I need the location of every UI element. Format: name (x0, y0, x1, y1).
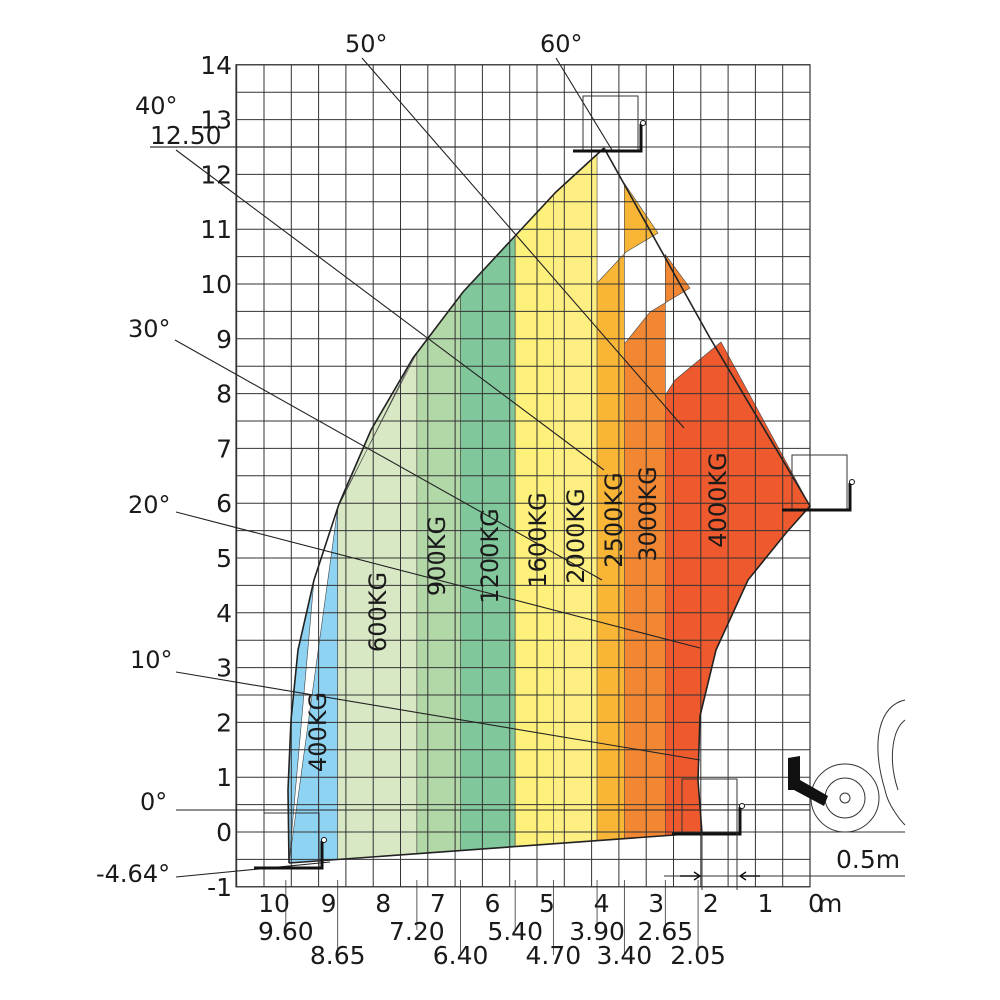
y-tick-label: 4 (216, 599, 232, 628)
y-tick-label: 10 (200, 270, 232, 299)
y-tick-label: 14 (200, 51, 232, 80)
y-tick-label: 5 (216, 544, 232, 573)
x-tick-label: 8 (375, 889, 391, 918)
boom-angle-label: 20° (128, 491, 171, 519)
y-tick-label: 11 (200, 215, 232, 244)
zone-label-2500kg: 2500KG (600, 472, 628, 567)
outline-left-arc (287, 147, 605, 864)
y-tick-label: 3 (216, 654, 232, 683)
y-tick-label: 2 (216, 708, 232, 737)
fork-icon-right (782, 454, 855, 512)
fork-icon-bottom-left (254, 812, 327, 870)
scale-arrow-right-icon (738, 871, 760, 881)
reach-label-row2: 2.05 (670, 941, 726, 970)
y-tick-label: 8 (216, 380, 232, 409)
reach-label-row2: 4.70 (526, 941, 582, 970)
x-tick-label: 3 (648, 889, 664, 918)
y-tick-label: 7 (216, 434, 232, 463)
envelope-outline (150, 146, 811, 864)
outline-right-arc (603, 147, 811, 834)
reach-label-row2: 3.40 (597, 941, 653, 970)
y-tick-label: 9 (216, 325, 232, 354)
x-tick-label: 2 (703, 889, 719, 918)
y-tick-label: 6 (216, 489, 232, 518)
chassis-outline (877, 699, 906, 826)
scale-label: 0.5m (836, 845, 900, 874)
x-tick-label: 6 (484, 889, 500, 918)
boom-angle-label: 10° (130, 646, 173, 674)
reach-label-row1: 3.90 (569, 917, 625, 946)
x-unit-label: m (818, 889, 842, 918)
x-tick-label: 1 (757, 889, 773, 918)
reach-label-row1: 2.65 (637, 917, 693, 946)
y-tick-label: 0 (216, 818, 232, 847)
max-height-label: 12.50 (150, 121, 222, 150)
outline-bottom (288, 832, 703, 864)
fork-arm (573, 124, 643, 153)
zone-label-400kg: 400KG (304, 692, 332, 772)
y-tick-label: 13 (200, 106, 232, 135)
x-tick-label: 4 (594, 889, 610, 918)
grid (235, 64, 811, 888)
boom-angle-label: 40° (135, 92, 178, 120)
machine-drawing (254, 95, 906, 890)
reach-label-row1: 9.60 (258, 917, 314, 946)
zone-label-3000kg: 3000KG (634, 466, 662, 561)
boom-angle-label: 60° (540, 30, 583, 58)
boom-angle-line (175, 511, 701, 649)
boom-angle-label: 30° (128, 315, 171, 343)
fork-pivot (640, 120, 646, 126)
wheel-hub (824, 777, 866, 819)
fork-icon-bottom-right (672, 778, 745, 836)
boom-angle-label: 0° (140, 788, 167, 816)
reach-label-row2: 6.40 (433, 941, 489, 970)
boom-angle-lines (174, 57, 810, 878)
x-tick-label: 9 (321, 889, 337, 918)
fork-pivot (739, 803, 745, 809)
boom-base-icon (788, 756, 828, 806)
boom-angle-line (175, 861, 331, 878)
y-tick-label: -1 (207, 873, 232, 902)
boom-angle-line (555, 57, 613, 151)
chassis-inner (891, 719, 906, 791)
grid-frame (235, 64, 811, 888)
load-zone-labels: 400KG 600KG 900KG 1200KG 1600KG 2000KG 2500KG 3… (304, 452, 732, 772)
zone-label-1200kg: 1200KG (476, 508, 504, 603)
boom-angle-line (174, 339, 603, 581)
x-tick-label: 7 (430, 889, 446, 918)
boom-angle-line (175, 149, 605, 471)
y-tick-label: 12 (200, 160, 232, 189)
boom-angle-label: -4.64° (96, 860, 170, 888)
fork-pivot (849, 479, 855, 485)
fork-pivot (321, 837, 327, 843)
scale-arrow-left-icon (680, 871, 702, 881)
wheel-axle (839, 792, 851, 804)
boom-angle-line (175, 671, 701, 761)
reach-label-row1: 7.20 (389, 917, 445, 946)
x-tick-label: 5 (539, 889, 555, 918)
x-tick-label: 0 (808, 889, 824, 918)
zone-label-4000kg: 4000KG (704, 452, 732, 547)
fork-icon-top (573, 95, 646, 153)
reach-label-row2: 8.65 (310, 941, 366, 970)
fork-arm (254, 841, 324, 870)
reach-label-row1: 5.40 (487, 917, 543, 946)
boom-angle-line (361, 57, 685, 429)
fork-arm (672, 807, 742, 836)
boom-angle-labels: 60° 50° 40° 30° 20° 10° 0° -4.64° (96, 30, 583, 888)
annotations: 12.50 0.5m m (150, 121, 900, 918)
y-tick-label: 1 (216, 763, 232, 792)
zone-label-600kg: 600KG (364, 572, 392, 652)
fork-arm (782, 483, 852, 512)
boom-angle-label: 50° (345, 30, 388, 58)
zone-label-1600kg: 1600KG (524, 492, 552, 587)
zone-label-2000kg: 2000KG (562, 488, 590, 583)
zone-label-900kg: 900KG (423, 516, 451, 596)
x-tick-label: 10 (258, 889, 290, 918)
